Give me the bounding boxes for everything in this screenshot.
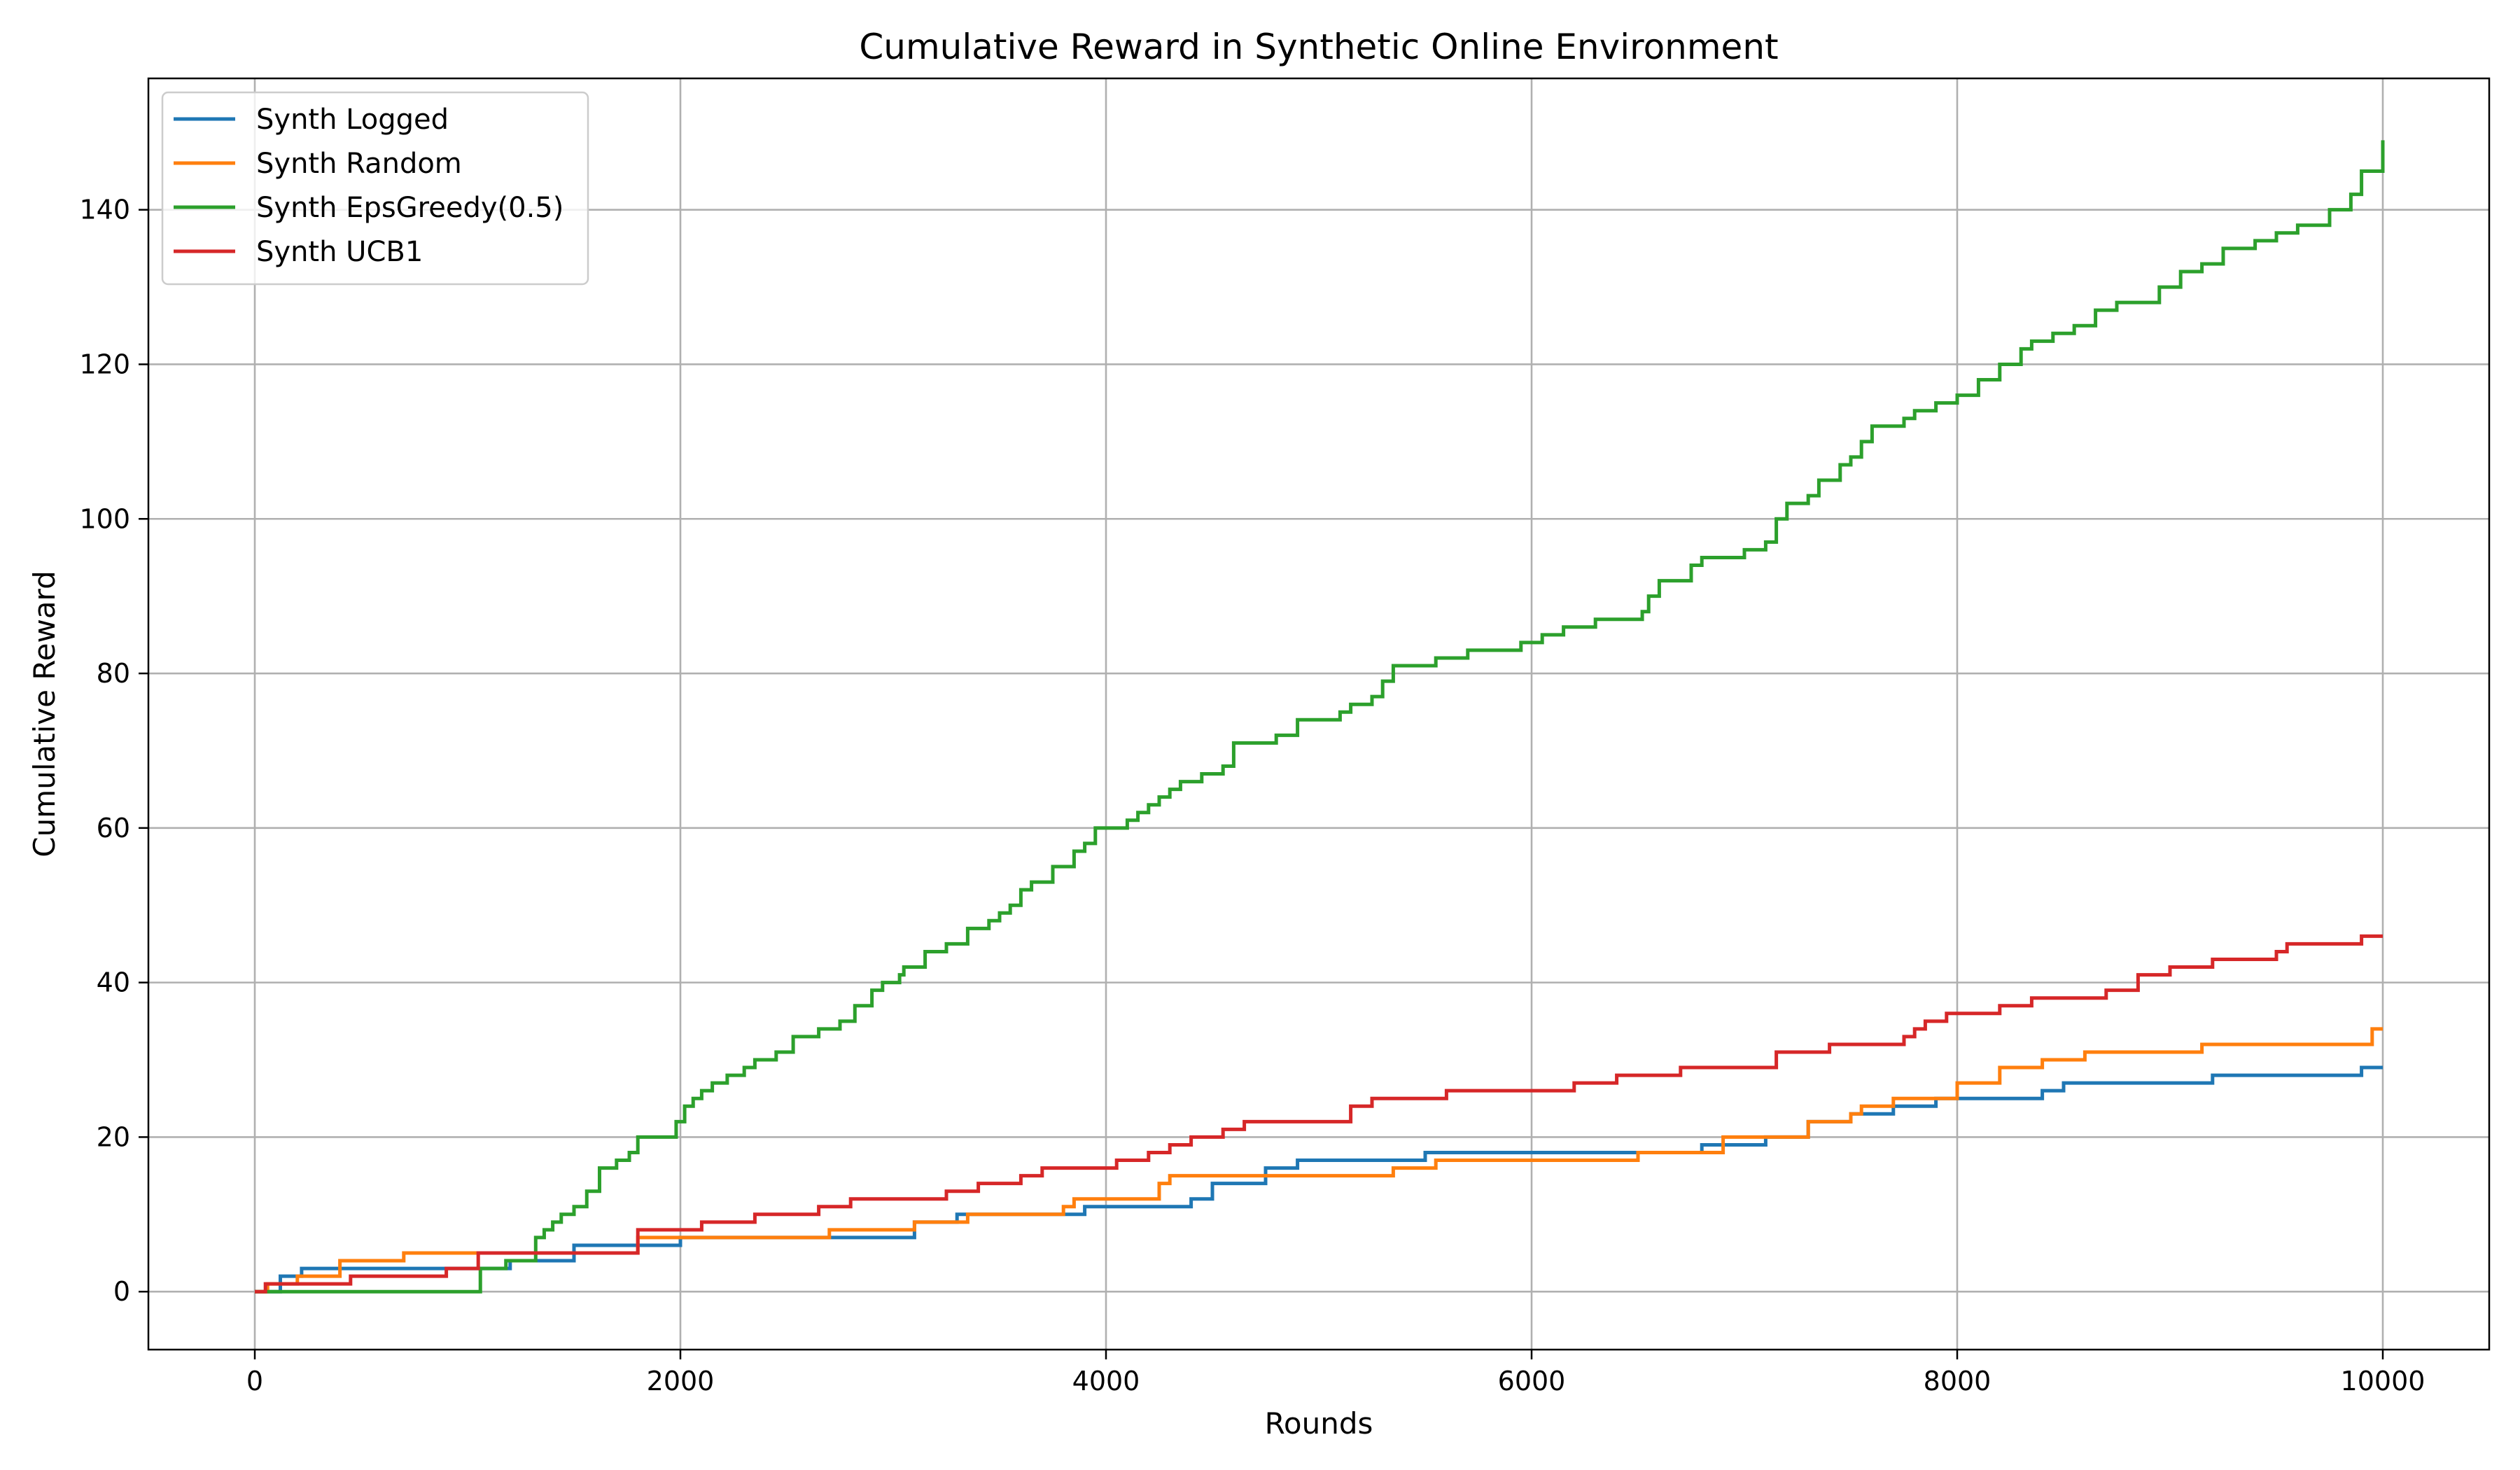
y-tick-label: 60 — [97, 813, 130, 844]
x-tick-label: 8000 — [1924, 1366, 1991, 1396]
x-tick-label: 4000 — [1072, 1366, 1140, 1396]
legend: Synth Logged Synth Random Synth EpsGreedy(… — [161, 91, 589, 286]
x-tick-label: 6000 — [1498, 1366, 1566, 1396]
y-tick-label: 20 — [97, 1121, 130, 1152]
plot-frame — [147, 77, 2491, 1351]
x-tick-label: 0 — [246, 1366, 263, 1396]
y-tick-label: 100 — [79, 503, 130, 534]
legend-label: Synth EpsGreedy(0.5) — [256, 192, 564, 224]
chart-title: Cumulative Reward in Synthetic Online En… — [859, 27, 1778, 67]
y-tick-label: 120 — [79, 349, 130, 379]
x-tick-label: 10000 — [2341, 1366, 2426, 1396]
legend-label: Synth Random — [256, 148, 462, 180]
x-axis: 0 2000 4000 6000 8000 10000 — [246, 1350, 2426, 1396]
legend-box — [161, 91, 589, 286]
grid — [148, 78, 2489, 1350]
y-axis-label: Cumulative Reward — [27, 570, 62, 857]
series-layer — [255, 140, 2385, 1294]
y-tick-label: 140 — [79, 195, 130, 225]
y-tick-label: 80 — [97, 658, 130, 689]
series-line-3 — [255, 140, 2385, 1294]
y-tick-label: 40 — [97, 967, 130, 998]
y-tick-label: 0 — [113, 1276, 130, 1307]
legend-label: Synth Logged — [256, 104, 449, 136]
series-line-4 — [255, 934, 2383, 1294]
x-tick-label: 2000 — [647, 1366, 715, 1396]
x-axis-label: Rounds — [1265, 1406, 1373, 1441]
legend-label: Synth UCB1 — [256, 236, 423, 268]
y-axis: 0 20 40 60 80 100 120 140 — [79, 195, 148, 1307]
